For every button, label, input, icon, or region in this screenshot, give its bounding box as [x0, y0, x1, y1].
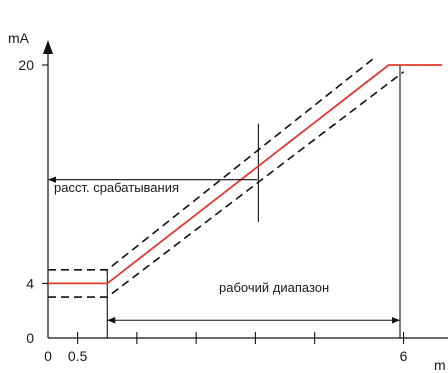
- x-axis-unit: m: [434, 357, 446, 373]
- ticks: 0 0.5 6 0 4 20: [18, 57, 407, 364]
- x-tick-label: 0: [44, 348, 52, 364]
- axes: mA m: [8, 30, 448, 373]
- series-lower-tolerance: [48, 71, 405, 298]
- working-range-label: рабочий диапазон: [219, 280, 329, 295]
- y-axis-unit: mA: [8, 30, 30, 46]
- switching-distance-label: расст. срабатывания: [54, 180, 179, 195]
- annotations: расст. срабатывания рабочий диапазон: [48, 176, 400, 324]
- series-upper-tolerance: [48, 57, 375, 271]
- x-tick-label: 6: [400, 348, 408, 364]
- x-tick-label: 0.5: [68, 348, 88, 364]
- y-tick-label: 20: [18, 57, 34, 73]
- y-tick-label: 4: [26, 275, 34, 291]
- guide-lines: [106, 65, 401, 338]
- y-axis-arrow: [43, 40, 53, 54]
- y-tick-label: 0: [26, 330, 34, 346]
- series-output: [48, 64, 443, 285]
- series: [48, 57, 443, 298]
